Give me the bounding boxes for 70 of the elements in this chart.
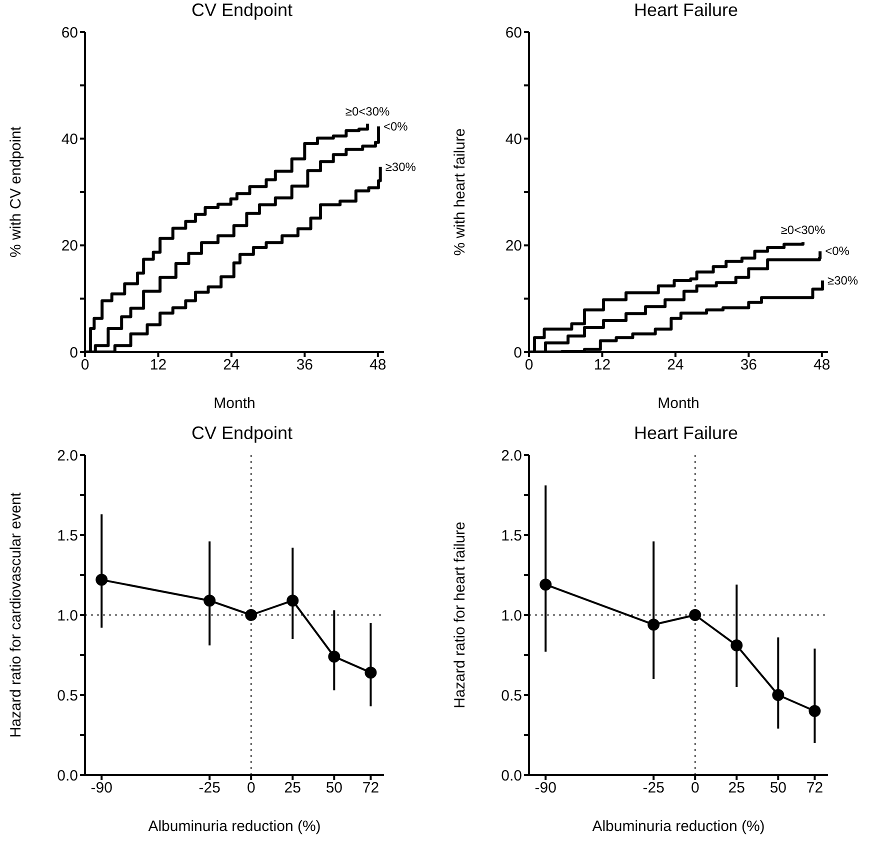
chart-title: CV Endpoint [190,0,294,22]
series-label: ≥30% [385,160,416,174]
x-tick-label: -25 [642,779,664,796]
chart-title: Heart Failure [632,422,740,444]
point [245,608,258,620]
x-tick-label: 36 [296,356,314,374]
x-tick-label: 12 [150,356,167,374]
y-tick-label: 1.5 [57,526,78,544]
y-tick-label: 60 [61,24,78,42]
x-tick-label: 0 [524,356,534,374]
x-tick-label: 0 [690,779,700,796]
x-tick-label: 0 [80,356,90,374]
chart-title: Heart Failure [632,0,740,22]
y-tick-label: 0 [514,344,522,362]
point [772,688,784,700]
y-axis-title: Hazard ratio for cardiovascular event [7,491,24,738]
y-tick-label: 20 [61,238,78,255]
point [689,608,702,620]
x-axis-title: Albuminuria reduction (%) [148,818,321,834]
x-tick-label: 72 [362,779,380,796]
y-tick-label: 40 [505,130,522,148]
x-tick-label: 48 [370,356,386,374]
x-tick-label: -25 [198,779,220,796]
x-tick-label: 50 [326,779,343,796]
y-axis-title: % with CV endpoint [7,126,24,258]
x-tick-label: 50 [770,779,787,796]
series-label: ≥0<30% [345,104,390,119]
y-tick-label: 20 [505,238,522,255]
series-label: <0% [825,244,850,258]
y-tick-label: 1.5 [501,526,522,544]
x-tick-label: 48 [814,356,830,374]
point [730,638,743,651]
y-tick-label: 1.0 [57,606,78,624]
x-tick-label: -90 [534,779,556,796]
x-tick-label: 24 [223,356,240,374]
y-tick-label: 0.5 [501,686,522,704]
series-label: ≥30% [828,274,858,288]
point [364,666,377,678]
x-tick-label: 24 [667,356,684,374]
y-axis-title: Hazard ratio for heart failure [451,521,468,708]
point [286,594,299,606]
point [204,594,216,606]
series-label: <0% [384,119,408,134]
series-label: ≥0<30% [780,223,826,238]
y-tick-label: 60 [505,24,522,42]
x-tick-label: 25 [284,779,301,796]
y-tick-label: 2.0 [501,446,522,464]
point [96,573,108,586]
y-tick-label: 0.0 [57,766,78,784]
x-tick-label: 72 [806,779,824,796]
x-tick-label: 12 [594,356,611,374]
x-tick-label: 36 [740,356,758,374]
point [540,578,552,590]
point [328,650,340,662]
y-tick-label: 0.5 [57,686,78,704]
x-axis-title: Month [214,395,256,412]
point [808,704,821,716]
y-axis-title: % with heart failure [451,128,468,256]
x-tick-label: 0 [246,779,256,796]
point [648,618,660,630]
x-axis-title: Albuminuria reduction (%) [592,818,765,834]
y-tick-label: 40 [61,130,78,148]
y-tick-label: 0 [70,344,78,362]
x-axis-title: Month [658,395,700,412]
y-tick-label: 2.0 [57,446,78,464]
x-tick-label: 25 [728,779,745,796]
y-tick-label: 1.0 [501,606,522,624]
x-tick-label: -90 [90,779,112,796]
y-tick-label: 0.0 [501,766,522,784]
chart-title: CV Endpoint [190,422,294,444]
